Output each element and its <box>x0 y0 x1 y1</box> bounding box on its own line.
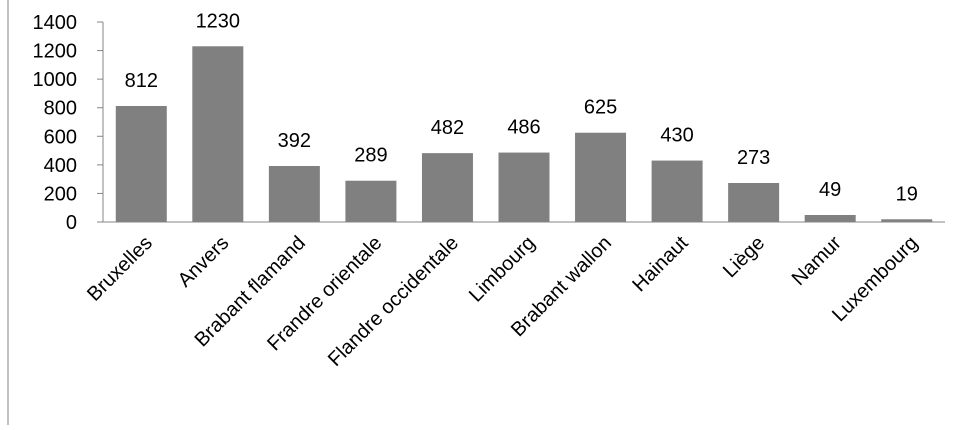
data-label: 812 <box>125 70 158 92</box>
data-label: 430 <box>660 125 693 147</box>
y-axis: 0 200 400 600 800 1000 1200 1400 <box>33 12 104 234</box>
data-label: 19 <box>896 183 918 205</box>
x-tick-label: Liège <box>719 232 769 282</box>
y-tick-label: 1000 <box>33 69 78 91</box>
x-tick-label: Hainaut <box>628 232 693 297</box>
y-tick-label: 0 <box>66 212 77 234</box>
data-label: 1230 <box>196 10 241 32</box>
y-tick-label: 600 <box>44 126 77 148</box>
bar <box>804 215 856 222</box>
y-tick-label: 1400 <box>33 12 78 34</box>
y-tick-label: 800 <box>44 98 77 120</box>
x-tick-label: Bruxelles <box>83 232 157 306</box>
x-tick-label: Anvers <box>174 232 234 292</box>
x-tick-label: Limbourg <box>465 232 540 307</box>
data-label: 482 <box>431 117 464 139</box>
bar-series <box>115 46 933 223</box>
bar <box>192 46 244 223</box>
y-tick-label: 1200 <box>33 41 78 63</box>
bar <box>115 106 167 222</box>
y-tick-label: 400 <box>44 155 77 177</box>
data-label: 625 <box>584 97 617 119</box>
bar <box>881 219 933 222</box>
bar <box>728 183 780 222</box>
x-tick-label: Namur <box>788 232 846 290</box>
data-label: 486 <box>507 117 540 139</box>
data-labels: 812 1230 392 289 482 486 625 430 273 49 19 <box>125 10 918 205</box>
bar <box>651 160 703 222</box>
data-label: 289 <box>354 145 387 167</box>
bar <box>421 153 473 222</box>
y-tick-label: 200 <box>44 183 77 205</box>
bar <box>345 180 397 222</box>
data-label: 392 <box>278 130 311 152</box>
x-tick-label: Flandre occidentale <box>324 232 463 371</box>
bar <box>268 166 320 222</box>
data-label: 49 <box>819 179 841 201</box>
data-label: 273 <box>737 147 770 169</box>
bar <box>575 132 627 222</box>
bar <box>498 152 550 222</box>
